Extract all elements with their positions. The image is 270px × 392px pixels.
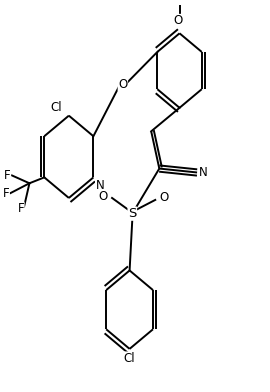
- Text: O: O: [159, 191, 168, 205]
- Text: N: N: [198, 166, 207, 179]
- Text: S: S: [128, 207, 137, 220]
- Text: F: F: [18, 202, 24, 215]
- Text: Cl: Cl: [50, 101, 62, 114]
- Text: F: F: [3, 187, 9, 200]
- Text: N: N: [96, 180, 104, 192]
- Text: O: O: [118, 78, 127, 91]
- Text: F: F: [4, 169, 11, 182]
- Text: Cl: Cl: [124, 352, 136, 365]
- Text: O: O: [99, 189, 108, 203]
- Text: O: O: [174, 15, 183, 27]
